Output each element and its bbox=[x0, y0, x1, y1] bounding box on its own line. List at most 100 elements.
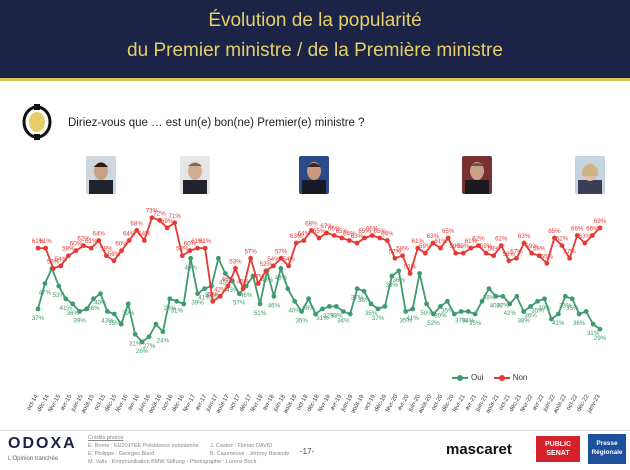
credits-line: J. Castex : Florian DAVID bbox=[210, 443, 273, 449]
data-label-non: 55% bbox=[541, 253, 554, 260]
data-point-oui bbox=[576, 311, 582, 317]
portrait-valls bbox=[86, 156, 116, 194]
data-label-oui: 37% bbox=[351, 295, 364, 302]
data-label-non: 63% bbox=[518, 233, 531, 240]
data-point-oui bbox=[320, 306, 325, 312]
data-label-non: 57% bbox=[275, 248, 288, 255]
data-label-non: 58% bbox=[396, 246, 409, 253]
footer-divider bbox=[0, 430, 630, 431]
data-point-oui bbox=[299, 309, 305, 314]
data-label-non: 54% bbox=[282, 256, 295, 263]
data-label-oui: 35% bbox=[469, 320, 482, 327]
data-label-non: 63% bbox=[351, 233, 364, 240]
data-point-oui bbox=[98, 291, 103, 297]
data-label-oui: 40% bbox=[490, 302, 503, 309]
data-label-non: 60% bbox=[115, 241, 128, 248]
data-point-oui bbox=[542, 296, 547, 302]
data-point-oui bbox=[250, 273, 256, 279]
data-point-oui bbox=[465, 309, 471, 314]
data-label-non: 57% bbox=[563, 248, 576, 255]
data-point-oui bbox=[438, 304, 443, 309]
page-number: -17- bbox=[300, 447, 315, 456]
data-label-non: 61% bbox=[412, 238, 425, 245]
data-point-non bbox=[468, 245, 474, 251]
data-point-non bbox=[202, 245, 208, 251]
data-label-non: 65% bbox=[336, 228, 349, 235]
data-point-non bbox=[172, 220, 178, 226]
data-point-oui bbox=[569, 296, 575, 302]
data-label-non: 58% bbox=[62, 246, 75, 253]
data-label-oui: 35% bbox=[108, 320, 121, 327]
portrait-borne bbox=[575, 156, 605, 194]
data-label-oui: 53% bbox=[53, 292, 66, 299]
data-label-non: 61% bbox=[199, 238, 212, 245]
legend-oui: Oui bbox=[452, 373, 483, 382]
data-label-oui: 35% bbox=[400, 317, 413, 324]
data-label-oui: 36% bbox=[393, 277, 406, 284]
odoxa-tagline: L'Opinion tranchée bbox=[8, 456, 59, 462]
data-point-oui bbox=[306, 296, 311, 302]
data-label-non: 65% bbox=[358, 228, 371, 235]
data-point-oui bbox=[174, 298, 180, 304]
data-label-non: 61% bbox=[465, 238, 478, 245]
portrait-philippe bbox=[299, 156, 329, 194]
data-point-non bbox=[354, 240, 360, 246]
data-label-non: 64% bbox=[93, 231, 106, 238]
data-label-non: 40% bbox=[206, 291, 219, 298]
credits-title: Crédits photos bbox=[88, 435, 124, 441]
data-point-oui bbox=[56, 283, 62, 289]
data-point-oui bbox=[91, 296, 96, 302]
data-point-oui bbox=[125, 301, 131, 307]
data-label-non: 58% bbox=[533, 246, 546, 253]
credits-line: M. Valls : Kommunikation BMW Stiftung - … bbox=[88, 459, 257, 465]
data-label-oui: 38% bbox=[386, 282, 399, 289]
data-point-oui bbox=[410, 306, 416, 312]
data-point-non bbox=[460, 250, 466, 256]
data-point-non bbox=[377, 235, 383, 241]
data-point-non bbox=[96, 238, 102, 243]
data-point-oui bbox=[167, 296, 173, 302]
data-point-non bbox=[339, 235, 345, 241]
data-point-oui bbox=[195, 291, 200, 297]
data-point-non bbox=[369, 233, 375, 238]
data-point-oui bbox=[84, 306, 89, 312]
data-point-oui bbox=[562, 293, 568, 299]
data-point-non bbox=[126, 238, 132, 243]
data-point-oui bbox=[188, 255, 194, 261]
data-point-non bbox=[552, 235, 557, 241]
data-label-non: 64% bbox=[138, 231, 151, 238]
data-label-non: 65% bbox=[313, 228, 326, 235]
data-label-oui: 43% bbox=[226, 287, 239, 294]
presse-regionale-logo: Presse Régionale bbox=[588, 434, 626, 464]
data-label-non: 47% bbox=[252, 274, 265, 281]
data-label-oui: 34% bbox=[462, 317, 475, 324]
data-point-oui bbox=[181, 301, 187, 307]
data-label-oui: 38% bbox=[358, 297, 371, 304]
data-label-non: 62% bbox=[556, 236, 569, 243]
data-label-non: 58% bbox=[176, 246, 189, 253]
data-point-oui bbox=[417, 271, 423, 276]
data-point-non bbox=[217, 293, 223, 299]
data-point-oui bbox=[257, 301, 263, 307]
data-label-non: 59% bbox=[450, 243, 463, 250]
data-point-non bbox=[582, 240, 588, 246]
data-point-oui bbox=[327, 304, 332, 309]
data-point-oui bbox=[479, 298, 485, 304]
data-point-non bbox=[103, 253, 109, 259]
data-point-non bbox=[263, 268, 269, 274]
data-point-oui bbox=[361, 288, 367, 294]
data-point-non bbox=[134, 228, 140, 233]
public-senat-logo: PUBLIC SENAT bbox=[536, 436, 580, 462]
data-label-oui: 51% bbox=[254, 310, 267, 317]
data-point-non bbox=[514, 255, 519, 261]
data-label-oui: 32% bbox=[323, 312, 336, 319]
data-label-non: 45% bbox=[237, 279, 250, 286]
data-label-oui: 39% bbox=[73, 317, 86, 324]
data-point-oui bbox=[35, 306, 41, 312]
data-label-non: 64% bbox=[343, 231, 356, 238]
data-label-non: 65% bbox=[374, 228, 387, 235]
data-label-oui: 36% bbox=[66, 310, 79, 317]
data-label-non: 53% bbox=[47, 258, 60, 265]
data-point-non bbox=[529, 250, 535, 256]
data-point-oui bbox=[472, 311, 478, 317]
